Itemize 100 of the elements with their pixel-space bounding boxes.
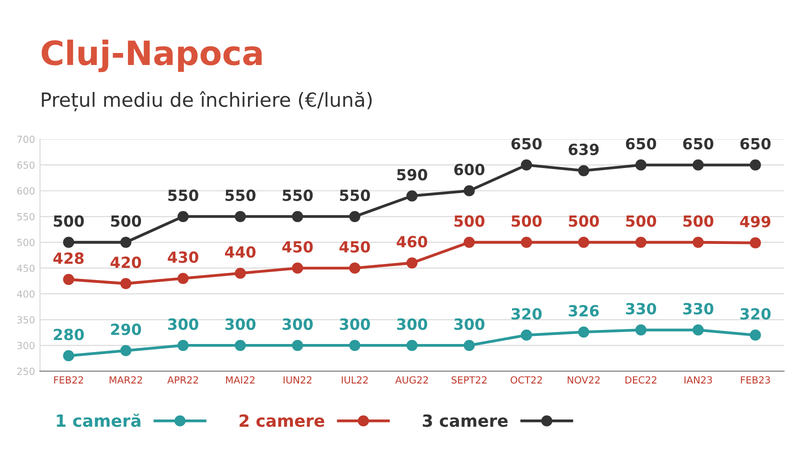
x-tick-label: AUG22 (395, 376, 428, 384)
data-label: 300 (397, 318, 428, 330)
point (120, 345, 132, 356)
point (63, 350, 74, 362)
point (178, 210, 189, 222)
data-label: 500 (111, 215, 142, 227)
data-label: 500 (454, 215, 484, 227)
point (464, 236, 475, 248)
data-label: 450 (282, 241, 313, 253)
data-label: 300 (454, 318, 484, 330)
point (292, 262, 304, 274)
legend-label: 1 cameră (56, 414, 140, 427)
data-label: 500 (512, 215, 542, 227)
point (406, 190, 418, 202)
data-label: 650 (740, 138, 771, 150)
point (349, 210, 360, 222)
point (234, 268, 246, 279)
x-tick-label: IUN22 (284, 376, 312, 384)
y-tick-label: 650 (17, 161, 34, 169)
data-label: 500 (54, 215, 84, 227)
point (635, 236, 646, 248)
x-tick-label: FEB22 (54, 376, 84, 384)
data-label: 326 (568, 305, 599, 317)
data-label: 550 (226, 190, 256, 202)
point (349, 340, 360, 351)
data-label: 590 (397, 168, 428, 180)
y-tick-label: 250 (17, 368, 34, 376)
point (120, 278, 132, 290)
data-label: 428 (53, 252, 84, 264)
y-tick-label: 350 (17, 316, 34, 324)
point (578, 326, 590, 338)
data-label: 320 (512, 308, 542, 320)
point (692, 324, 704, 336)
data-label: 639 (568, 144, 599, 156)
x-tick-label: FEB23 (740, 376, 770, 384)
data-label: 300 (282, 318, 313, 330)
x-tick-label: NOV22 (568, 376, 600, 384)
point (520, 236, 532, 248)
point (578, 165, 590, 176)
data-label: 430 (168, 251, 198, 263)
data-label: 450 (340, 241, 370, 253)
data-label: 280 (54, 328, 84, 340)
x-tick-label: OCT22 (510, 376, 542, 384)
data-label: 550 (340, 190, 370, 202)
data-label: 650 (511, 138, 542, 150)
data-label: 650 (683, 138, 714, 150)
y-tick-label: 600 (17, 187, 34, 195)
point (406, 257, 418, 268)
data-label: 440 (225, 246, 256, 258)
point (520, 159, 532, 171)
point (406, 340, 418, 351)
x-tick-label: IUL22 (342, 376, 368, 384)
data-label: 300 (225, 318, 256, 330)
data-label: 500 (626, 215, 656, 227)
data-label: 330 (626, 302, 656, 314)
data-label: 460 (396, 236, 428, 248)
y-tick-label: 700 (17, 136, 34, 144)
data-label: 330 (683, 302, 714, 314)
data-label: 420 (110, 256, 142, 268)
data-label: 550 (168, 190, 198, 202)
x-tick-label: MAR22 (110, 376, 142, 384)
y-tick-label: 400 (17, 290, 34, 298)
data-label: 300 (168, 318, 198, 330)
data-label: 320 (740, 308, 771, 320)
point (234, 340, 246, 351)
point (464, 185, 475, 196)
point (635, 159, 646, 171)
point (120, 236, 132, 248)
legend-label: 2 camere (240, 414, 324, 427)
chart-subtitle: Prețul mediu de închiriere (€/lună) (42, 91, 372, 112)
point (292, 340, 304, 351)
x-tick-label: APR22 (167, 376, 198, 384)
point (750, 330, 761, 341)
point (178, 340, 189, 351)
point (750, 159, 761, 171)
point (464, 340, 475, 351)
x-tick-label: IAN23 (684, 376, 712, 384)
point (750, 237, 761, 248)
point (520, 330, 532, 341)
x-tick-label: SEPT22 (452, 376, 486, 384)
y-tick-label: 450 (17, 264, 34, 272)
point (292, 210, 304, 222)
y-tick-label: 300 (17, 342, 34, 350)
x-tick-label: MAI22 (226, 376, 254, 384)
data-label: 499 (740, 216, 770, 228)
legend-label: 3 camere (422, 414, 508, 427)
point (349, 262, 360, 274)
point (692, 236, 704, 248)
y-tick-label: 550 (17, 213, 34, 220)
data-label: 500 (568, 215, 599, 227)
point (635, 324, 646, 336)
point (578, 236, 590, 248)
point (178, 272, 189, 284)
y-tick-label: 500 (17, 238, 34, 246)
x-tick-label: DEC22 (625, 376, 656, 384)
data-label: 550 (282, 190, 313, 202)
data-label: 600 (454, 164, 484, 176)
point (63, 236, 74, 248)
chart-title: Cluj-Napoca (42, 40, 262, 72)
point (692, 159, 704, 171)
